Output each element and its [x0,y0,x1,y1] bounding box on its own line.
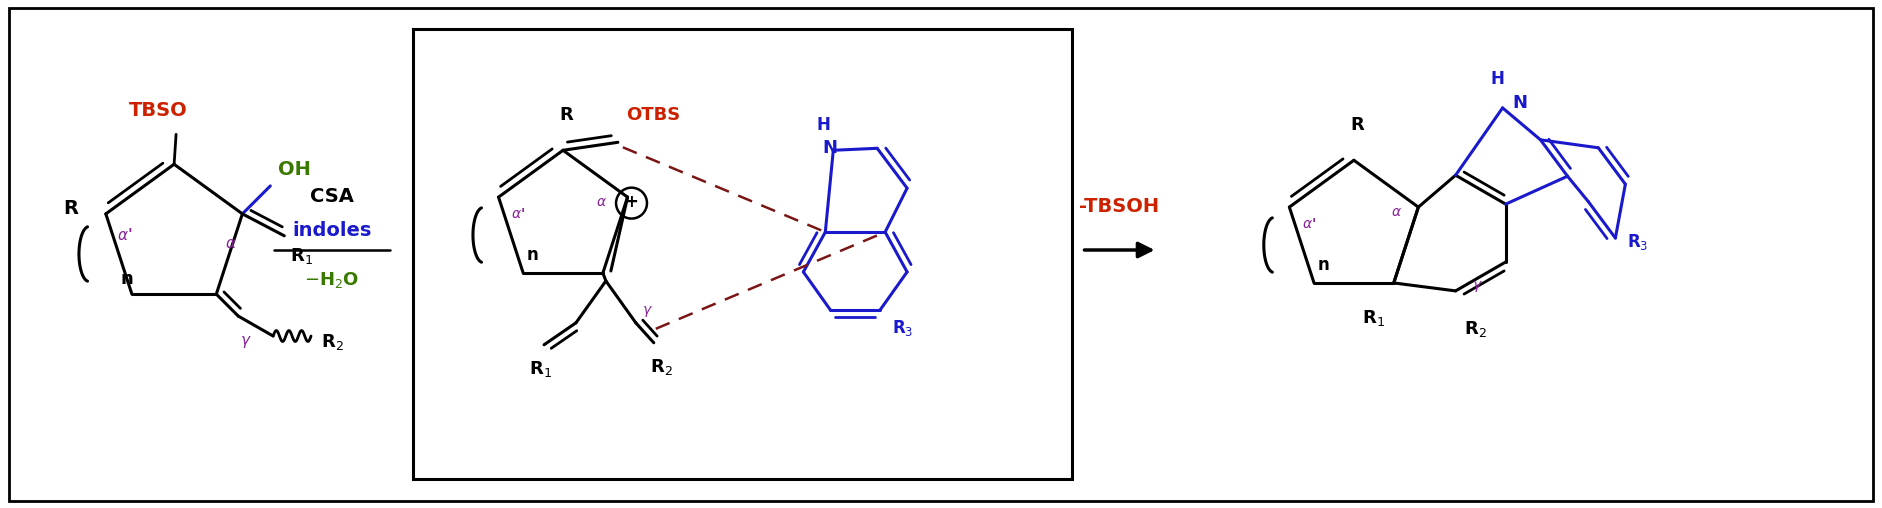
Text: R$_1$: R$_1$ [1361,308,1385,328]
Text: $\alpha$: $\alpha$ [597,195,606,209]
Text: R$_3$: R$_3$ [1626,232,1649,252]
Text: R: R [559,106,572,124]
Bar [414,28,1071,480]
Text: R$_1$: R$_1$ [529,359,551,379]
Text: $\gamma$: $\gamma$ [1470,279,1481,295]
Text: CSA: CSA [309,186,354,206]
Text: n: n [1317,256,1329,274]
Text: $\alpha$: $\alpha$ [1391,205,1402,219]
Text: R$_2$: R$_2$ [1462,319,1485,339]
Text: n: n [120,270,134,288]
Text: +: + [625,193,638,211]
Text: N: N [1511,94,1526,112]
Text: R$_1$: R$_1$ [290,246,312,266]
Text: N: N [822,139,837,157]
Text: R: R [1349,116,1363,134]
Text: $\alpha$': $\alpha$' [1302,217,1316,231]
Text: OH: OH [279,160,311,179]
Text: -TBSOH: -TBSOH [1078,197,1159,216]
Text: $\gamma$: $\gamma$ [241,334,252,350]
Text: $\alpha$: $\alpha$ [224,236,237,251]
Text: R$_2$: R$_2$ [649,357,672,377]
Text: H: H [817,116,830,134]
Text: indoles: indoles [292,220,371,240]
Text: TBSO: TBSO [128,102,188,120]
Text: n: n [527,246,538,264]
Text: OTBS: OTBS [625,106,679,124]
Text: $\gamma$: $\gamma$ [642,304,653,319]
Text: $\alpha$': $\alpha$' [512,207,525,221]
Text: H: H [1491,70,1504,88]
Text: $\alpha$': $\alpha$' [117,227,132,243]
Text: R$_2$: R$_2$ [320,332,344,352]
Text: $-$H$_2$O: $-$H$_2$O [303,270,359,290]
Text: R$_3$: R$_3$ [892,318,913,338]
Text: R: R [62,199,77,218]
